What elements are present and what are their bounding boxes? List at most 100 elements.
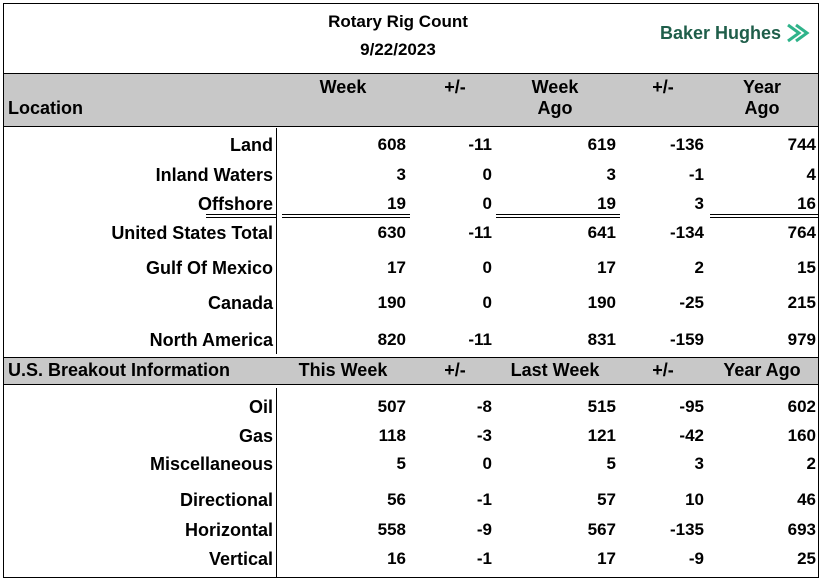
location-column-header-sub: Ago (744, 98, 780, 118)
cell-value: 2 (694, 258, 704, 277)
cell-value: 558 (377, 520, 406, 539)
cell-value: 507 (377, 397, 406, 416)
row-label: Canada (207, 293, 273, 313)
cell-value: 3 (396, 165, 406, 184)
report-date: 9/22/2023 (360, 40, 436, 59)
cell-value: 831 (587, 330, 616, 349)
cell-value: -136 (669, 135, 704, 154)
cell-value: 118 (378, 426, 406, 445)
cell-value: 16 (797, 194, 816, 213)
baker-hughes-icon (787, 23, 810, 43)
row-label: Directional (179, 490, 273, 510)
location-column-header: +/- (652, 77, 674, 97)
cell-value: 25 (797, 549, 816, 568)
cell-value: -95 (679, 397, 704, 416)
row-label: North America (149, 330, 273, 350)
cell-value: 3 (606, 165, 616, 184)
cell-value: -159 (669, 330, 704, 349)
location-column-header: Week (319, 77, 367, 97)
cell-value: 630 (377, 223, 406, 242)
cell-value: 608 (377, 135, 406, 154)
total-double-rule (496, 214, 620, 218)
cell-value: -11 (468, 330, 492, 349)
cell-value: 567 (587, 520, 616, 539)
cell-value: -11 (468, 223, 492, 242)
location-column-header: Year (742, 77, 782, 97)
total-double-rule (282, 214, 410, 218)
cell-value: 602 (787, 397, 816, 416)
cell-value: 0 (482, 165, 492, 184)
cell-value: 0 (482, 194, 492, 213)
cell-value: 16 (387, 549, 406, 568)
row-label: Gas (238, 426, 273, 446)
breakout-section-label: U.S. Breakout Information (8, 360, 231, 380)
divider (4, 357, 818, 358)
cell-value: -25 (679, 293, 704, 312)
row-label: Vertical (208, 549, 273, 569)
cell-value: -1 (476, 549, 492, 568)
breakout-column-header: This Week (298, 360, 388, 380)
cell-value: 56 (387, 490, 406, 509)
row-label: Land (230, 135, 273, 155)
location-header-band (4, 73, 818, 126)
cell-value: -8 (476, 397, 492, 416)
label-separator (276, 128, 277, 354)
cell-value: 0 (482, 293, 492, 312)
divider (4, 73, 818, 74)
cell-value: 215 (787, 293, 816, 312)
breakout-column-header: +/- (652, 360, 674, 380)
row-label: Offshore (197, 194, 273, 214)
cell-value: -11 (468, 135, 492, 154)
cell-value: 820 (377, 330, 406, 349)
cell-value: -1 (476, 490, 492, 509)
total-double-rule (206, 214, 276, 218)
report-title: Rotary Rig Count (328, 12, 468, 31)
total-double-rule (710, 214, 818, 218)
cell-value: 619 (587, 135, 616, 154)
breakout-header-band (4, 357, 818, 384)
location-section-label: Location (8, 98, 83, 118)
row-label: Inland Waters (155, 165, 273, 185)
cell-value: 190 (377, 293, 406, 312)
row-label: Oil (248, 397, 273, 417)
divider (4, 126, 818, 127)
location-column-header: Week (531, 77, 579, 97)
report-frame (3, 3, 819, 578)
breakout-column-header: Year Ago (723, 360, 801, 380)
cell-value: -9 (476, 520, 492, 539)
row-label: Miscellaneous (149, 454, 273, 474)
cell-value: 693 (787, 520, 816, 539)
cell-value: 17 (597, 258, 616, 277)
cell-value: -3 (476, 426, 492, 445)
brand-logo: Baker Hughes (660, 22, 811, 44)
cell-value: -9 (688, 549, 704, 568)
cell-value: 46 (797, 490, 816, 509)
cell-value: 3 (694, 194, 704, 213)
cell-value: -134 (669, 223, 704, 242)
cell-value: 190 (587, 293, 616, 312)
row-label: United States Total (111, 223, 273, 243)
row-label: Gulf Of Mexico (145, 258, 273, 278)
location-column-header: +/- (444, 77, 466, 97)
brand-name: Baker Hughes (660, 22, 782, 43)
cell-value: 744 (787, 135, 816, 154)
cell-value: 10 (685, 490, 704, 509)
cell-value: 57 (597, 490, 616, 509)
cell-value: 5 (396, 454, 406, 473)
breakout-column-header: Last Week (510, 360, 600, 380)
cell-value: 764 (787, 223, 816, 242)
cell-value: 0 (482, 454, 492, 473)
row-label: Horizontal (185, 520, 273, 540)
cell-value: 4 (806, 165, 816, 184)
cell-value: -1 (688, 165, 704, 184)
cell-value: -42 (679, 426, 704, 445)
cell-value: 121 (587, 426, 616, 445)
cell-value: 17 (387, 258, 406, 277)
cell-value: 17 (597, 549, 616, 568)
cell-value: 641 (587, 223, 616, 242)
cell-value: 515 (587, 397, 616, 416)
cell-value: 2 (806, 454, 816, 473)
location-column-header-sub: Ago (537, 98, 573, 118)
cell-value: 160 (787, 426, 816, 445)
cell-value: 15 (797, 258, 816, 277)
